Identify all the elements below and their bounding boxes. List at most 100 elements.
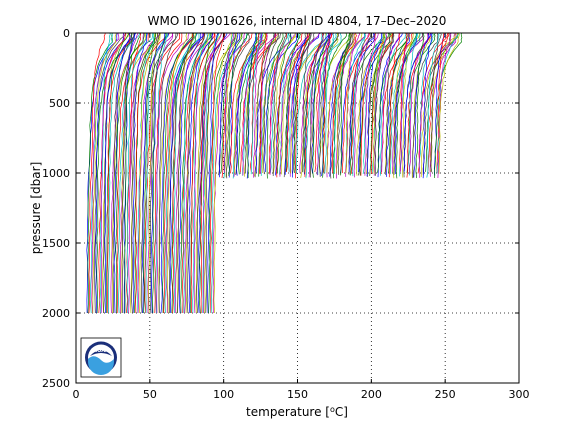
y-tick-label: 2500 <box>42 377 70 390</box>
profile-line <box>253 32 279 177</box>
profile-line <box>245 32 282 174</box>
profile-line <box>264 32 298 172</box>
profile-line <box>240 32 277 173</box>
profile-line <box>121 32 135 314</box>
profile-line <box>389 32 421 175</box>
profile-line <box>173 32 198 314</box>
profile-line <box>241 32 279 176</box>
x-tick-label: 300 <box>509 388 530 401</box>
profile-line <box>247 32 258 179</box>
profile-line <box>198 32 212 314</box>
profile-line <box>284 32 321 175</box>
profile-line <box>406 32 432 178</box>
profile-line <box>322 32 347 178</box>
profile-line <box>366 32 383 177</box>
profile-line <box>388 32 401 178</box>
x-tick-label: 0 <box>73 388 80 401</box>
profile-line <box>228 32 249 176</box>
profile-line <box>373 32 384 175</box>
profile-line <box>436 32 445 173</box>
profile-line <box>409 32 429 174</box>
profile-line <box>186 32 206 314</box>
profile-line <box>87 32 114 314</box>
profile-line <box>283 32 307 178</box>
profile-line <box>190 32 216 314</box>
profile-line <box>156 32 190 314</box>
profile-line <box>126 32 147 314</box>
profile-line <box>309 32 325 178</box>
profile-line <box>279 32 313 177</box>
profile-line <box>352 32 366 177</box>
profile-line <box>312 32 330 178</box>
profile-line <box>208 33 236 314</box>
profile-line <box>100 32 125 314</box>
profile-line <box>286 32 310 173</box>
profile-line <box>144 32 181 314</box>
profile-line <box>145 32 168 313</box>
profile-line <box>140 32 177 314</box>
profile-line <box>195 32 223 314</box>
profile-line <box>238 32 267 175</box>
x-tick-label: 150 <box>287 388 308 401</box>
profile-line <box>324 32 335 174</box>
profile-line <box>250 32 262 175</box>
profile-line <box>427 32 449 173</box>
logo-text: NOAA <box>93 348 109 354</box>
x-tick-label: 200 <box>361 388 382 401</box>
profile-line <box>310 32 339 175</box>
profile-line <box>183 32 211 314</box>
profile-line <box>111 32 147 314</box>
profile-line <box>323 32 333 173</box>
profile-line <box>221 32 253 178</box>
profile-line <box>408 32 418 176</box>
profile-line <box>295 32 328 174</box>
logo-wave <box>88 356 114 375</box>
profile-line <box>372 33 387 172</box>
profile-line <box>433 32 463 179</box>
y-tick-labels: 0 500 1000 1500 2000 2500 <box>42 27 70 390</box>
profile-line <box>285 32 301 172</box>
profile-line <box>291 32 309 178</box>
y-tick-label: 2000 <box>42 307 70 320</box>
profile-line <box>116 32 149 314</box>
profile-line <box>205 32 225 314</box>
profile-line <box>178 32 202 314</box>
profile-line <box>203 32 222 314</box>
profile-line <box>210 32 225 314</box>
profile-line <box>345 33 356 174</box>
profile-line <box>430 32 442 173</box>
noaa-logo: NOAA <box>80 337 122 378</box>
profile-line <box>168 32 204 313</box>
profile-line <box>272 32 287 176</box>
profile-line <box>413 32 431 178</box>
profile-line <box>137 32 155 314</box>
profile-line <box>422 33 433 179</box>
profile-line <box>345 32 360 177</box>
profile-line <box>259 32 267 174</box>
profile-line <box>316 32 333 176</box>
profile-line <box>337 32 352 175</box>
profile-line <box>302 32 312 173</box>
profile-line <box>128 33 160 314</box>
profile-line <box>107 32 131 314</box>
profile-line <box>104 32 137 314</box>
profile-line <box>253 32 262 178</box>
profile-line <box>223 32 235 173</box>
profiles-layer <box>86 32 463 314</box>
profile-line <box>196 32 226 314</box>
profile-line <box>143 32 156 314</box>
profile-line <box>235 32 260 176</box>
profile-line <box>160 32 198 314</box>
profile-line <box>119 33 139 313</box>
profile-line <box>399 32 408 172</box>
profile-line <box>386 32 411 177</box>
profile-line <box>418 32 434 172</box>
profile-line <box>319 32 340 177</box>
profile-line <box>123 32 136 314</box>
profile-line <box>311 32 330 174</box>
chart-title: WMO ID 1901626, internal ID 4804, 17–Dec… <box>148 14 447 28</box>
profile-line <box>348 32 375 175</box>
profile-line <box>276 32 303 178</box>
y-tick-label: 500 <box>49 97 70 110</box>
profile-line <box>269 33 296 175</box>
